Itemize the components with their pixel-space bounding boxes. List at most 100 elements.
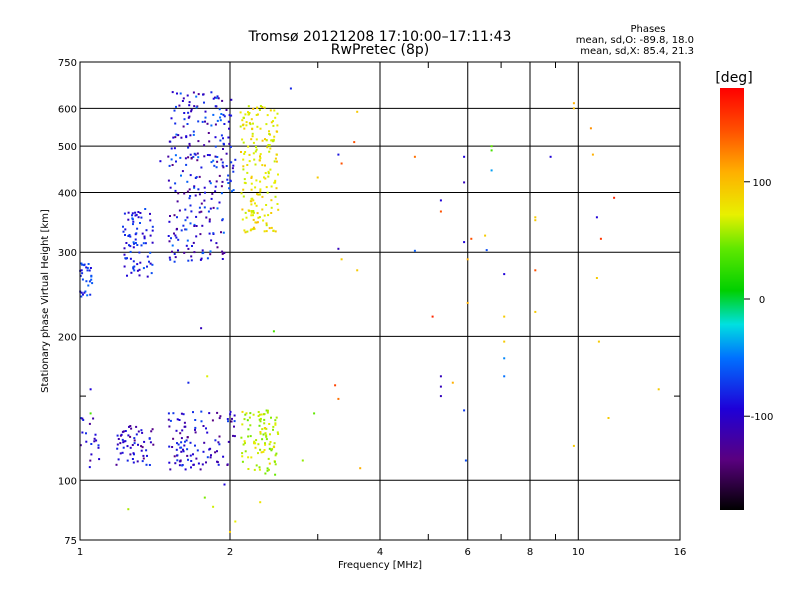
data-point (221, 99, 224, 102)
data-point (203, 186, 206, 189)
data-point (193, 185, 196, 188)
data-point (261, 106, 264, 108)
data-point (180, 446, 183, 449)
data-point (196, 159, 199, 162)
data-point (234, 158, 237, 161)
data-point (226, 178, 229, 181)
data-point (80, 269, 83, 272)
data-point (131, 212, 134, 215)
data-point (221, 164, 224, 167)
data-point (225, 109, 228, 111)
data-point (207, 210, 210, 213)
data-point (274, 423, 277, 426)
data-point (189, 174, 192, 177)
data-point (193, 105, 196, 108)
data-point (259, 432, 262, 435)
data-point (463, 155, 466, 158)
data-point (151, 428, 154, 431)
data-point (179, 432, 182, 435)
x-tick-label: 4 (377, 547, 383, 558)
data-point (252, 211, 255, 214)
data-point (151, 263, 154, 266)
data-point (252, 214, 254, 217)
data-point (202, 450, 205, 453)
data-point (464, 459, 467, 462)
data-point (216, 119, 219, 122)
data-point (275, 416, 278, 419)
data-point (243, 152, 246, 155)
data-point (136, 269, 139, 272)
data-point (140, 449, 143, 452)
data-point (270, 416, 272, 419)
plot-frame (79, 61, 681, 541)
data-point (490, 149, 493, 152)
data-point (129, 235, 132, 238)
data-point (226, 464, 229, 466)
data-point (185, 163, 188, 166)
data-point (259, 417, 262, 420)
data-point (218, 201, 221, 204)
data-point (229, 180, 232, 183)
data-point (264, 172, 267, 174)
data-point (173, 232, 175, 235)
data-point (215, 180, 218, 183)
data-point (272, 425, 275, 428)
data-point (230, 420, 233, 423)
data-point (173, 214, 176, 217)
data-point (149, 219, 152, 222)
data-point (201, 120, 204, 123)
data-point (272, 139, 275, 142)
data-point (189, 454, 192, 457)
data-point (190, 210, 193, 213)
data-point (169, 215, 171, 217)
data-point (263, 214, 266, 217)
data-point (86, 269, 89, 272)
data-point (132, 461, 135, 464)
data-point (223, 115, 226, 118)
data-point (182, 413, 185, 416)
data-point (146, 265, 148, 268)
data-point (356, 269, 359, 272)
data-point (265, 222, 268, 225)
data-point (244, 211, 247, 214)
data-point (256, 193, 259, 196)
data-point (241, 460, 244, 463)
data-point (89, 388, 92, 391)
data-point (241, 138, 244, 141)
data-point (242, 195, 245, 198)
data-point (208, 220, 211, 223)
data-point (210, 124, 213, 127)
data-point (193, 223, 196, 226)
data-point (134, 238, 137, 241)
data-point (187, 458, 189, 461)
data-point (268, 133, 271, 135)
data-point (189, 153, 192, 156)
data-point (245, 216, 248, 219)
data-point (137, 443, 139, 446)
data-point (206, 431, 209, 434)
data-point (255, 179, 258, 182)
data-point (245, 121, 248, 124)
data-point (81, 263, 84, 266)
data-point (88, 269, 91, 272)
data-point (270, 212, 273, 214)
y-tick-label: 200 (58, 332, 77, 343)
data-point (254, 442, 257, 445)
data-point (170, 117, 173, 120)
colorbar (720, 88, 744, 510)
data-point (316, 176, 319, 179)
data-point (184, 440, 186, 443)
data-point (252, 152, 255, 155)
data-point (136, 244, 139, 246)
data-point (549, 155, 552, 158)
data-point (301, 459, 304, 462)
data-point (177, 443, 180, 446)
data-point (270, 226, 273, 229)
data-point (127, 235, 130, 237)
data-point (190, 255, 193, 258)
data-point (250, 177, 253, 179)
data-point (176, 227, 178, 230)
data-point (223, 252, 226, 254)
data-point (219, 116, 222, 119)
data-point (250, 203, 253, 206)
